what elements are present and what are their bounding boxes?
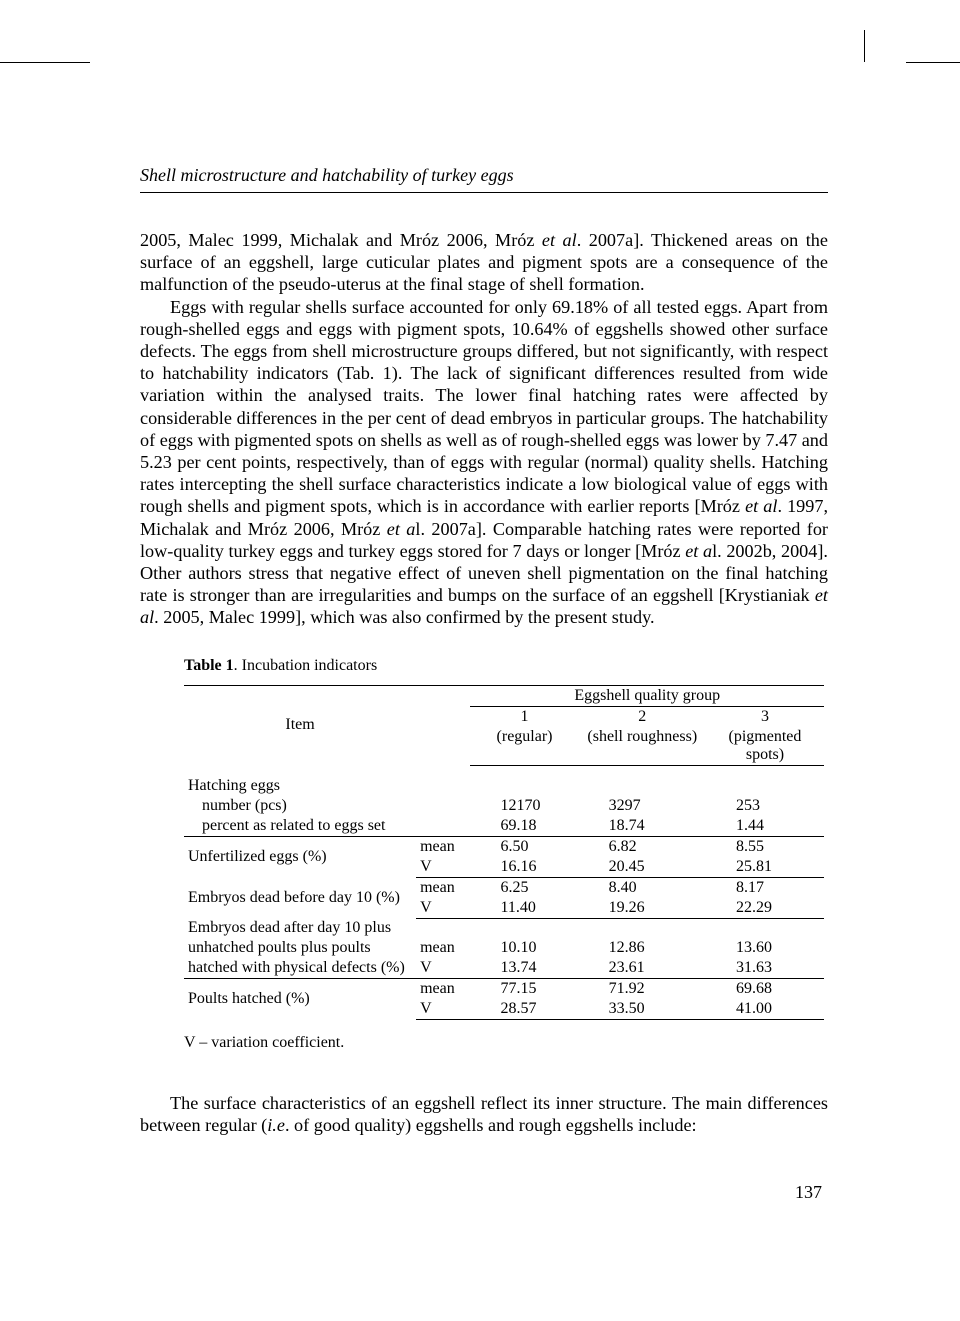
cell: 253 [706,796,824,816]
col-num: 1 [470,706,578,727]
row-label: Poults hatched (%) [184,979,416,1020]
running-head: Shell microstructure and hatchability of… [140,165,828,186]
table-row: percent as related to eggs set 69.18 18.… [184,816,824,837]
row-label: Embryos dead after day 10 plus [184,918,416,938]
table-row: Poults hatched (%) mean 77.15 71.92 69.6… [184,979,824,1000]
crop-mark [906,62,960,63]
crop-mark [864,30,865,62]
stat-label: V [416,999,470,1020]
table-footnote: V – variation coefficient. [184,1034,824,1052]
stat-label: mean [416,877,470,898]
stat-label: V [416,958,470,979]
cell: 71.92 [579,979,706,1000]
cell: 10.10 [470,918,578,958]
stat-label: V [416,857,470,878]
col-sub: (regular) [470,727,578,766]
cell: 20.45 [579,857,706,878]
table-row: Unfertilized eggs (%) mean 6.50 6.82 8.5… [184,836,824,857]
body-text: 2005, Malec 1999, Michalak and Mróz 2006… [140,229,828,629]
cell: 18.74 [579,816,706,837]
cell: 13.74 [470,958,578,979]
table-caption: Table 1. Incubation indicators [184,657,824,675]
cell: 69.68 [706,979,824,1000]
body-text: The surface characteristics of an eggshe… [140,1092,828,1136]
col-sub: (shell roughness) [579,727,706,766]
row-label: Unfertilized eggs (%) [184,836,416,877]
row-label: Embryos dead before day 10 (%) [184,877,416,918]
cell: 12.86 [579,918,706,958]
cell: 8.55 [706,836,824,857]
page-number: 137 [795,1182,822,1203]
row-label: hatched with physical defects (%) [184,958,416,979]
cell: 31.63 [706,958,824,979]
stat-label: mean [416,918,470,958]
col-header-group: Eggshell quality group [470,685,824,706]
table-row: Embryos dead after day 10 plus mean 10.1… [184,918,824,938]
table-row [184,765,824,776]
col-header-item: Item [184,685,416,765]
cell: 8.17 [706,877,824,898]
crop-mark [0,62,90,63]
cell: 12170 [470,796,578,816]
row-label: unhatched poults plus poults [184,938,416,958]
cell: 1.44 [706,816,824,837]
table-row: Embryos dead before day 10 (%) mean 6.25… [184,877,824,898]
col-num: 3 [706,706,824,727]
row-label: percent as related to eggs set [184,816,416,837]
table-row: Hatching eggs [184,776,824,796]
table-block: Table 1. Incubation indicators Item Eggs… [184,657,824,1053]
cell: 69.18 [470,816,578,837]
table-row: number (pcs) 12170 3297 253 [184,796,824,816]
cell: 8.40 [579,877,706,898]
stat-label: mean [416,836,470,857]
cell: 13.60 [706,918,824,958]
col-num: 2 [579,706,706,727]
content-area: Shell microstructure and hatchability of… [140,165,828,1137]
table-row: hatched with physical defects (%) V 13.7… [184,958,824,979]
incubation-table: Item Eggshell quality group 1 2 3 (regul… [184,685,824,1021]
cell: 77.15 [470,979,578,1000]
paragraph: Eggs with regular shells surface account… [140,296,828,629]
paragraph: The surface characteristics of an eggshe… [140,1092,828,1136]
col-sub: (pigmented spots) [706,727,824,766]
cell: 3297 [579,796,706,816]
cell: 6.25 [470,877,578,898]
cell: 22.29 [706,898,824,919]
cell: 6.82 [579,836,706,857]
stat-label: mean [416,979,470,1000]
header-rule [140,192,828,193]
stat-label: V [416,898,470,919]
row-label: number (pcs) [184,796,416,816]
cell: 11.40 [470,898,578,919]
cell: 6.50 [470,836,578,857]
cell: 33.50 [579,999,706,1020]
cell: 28.57 [470,999,578,1020]
cell: 41.00 [706,999,824,1020]
cell: 19.26 [579,898,706,919]
cell: 16.16 [470,857,578,878]
page: Shell microstructure and hatchability of… [0,0,960,1321]
paragraph: 2005, Malec 1999, Michalak and Mróz 2006… [140,229,828,296]
row-label: Hatching eggs [184,776,416,796]
table-row: Item Eggshell quality group [184,685,824,706]
cell: 23.61 [579,958,706,979]
cell: 25.81 [706,857,824,878]
